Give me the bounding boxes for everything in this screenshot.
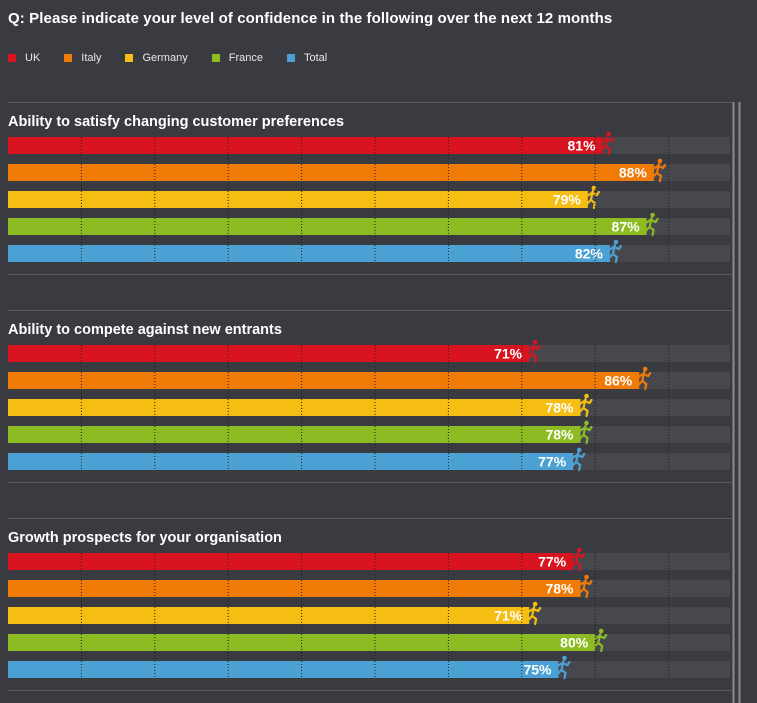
bar <box>8 553 574 570</box>
bar-value-label: 82% <box>575 246 604 262</box>
legend-label-total: Total <box>303 52 328 64</box>
runner-icon <box>524 601 542 626</box>
bar-value-label: 78% <box>545 400 574 416</box>
section-title: Ability to compete against new entrants <box>8 322 282 338</box>
bar-value-label: 80% <box>560 635 589 651</box>
legend-swatch-france <box>211 54 220 62</box>
runner-icon <box>575 393 593 418</box>
legend-swatch-total <box>286 54 295 62</box>
bar-value-label: 77% <box>538 454 567 470</box>
runner-icon <box>648 158 667 183</box>
legend-swatch-italy <box>64 54 73 62</box>
bar-value-label: 71% <box>494 608 523 624</box>
legend-item-france: France <box>211 51 263 65</box>
runner-icon <box>597 131 615 156</box>
bar <box>8 345 530 362</box>
runner-icon <box>553 655 571 680</box>
runner-icon <box>524 339 542 364</box>
legend-swatch-uk <box>8 54 16 62</box>
legend-label-uk: UK <box>25 52 41 64</box>
bar <box>8 245 610 262</box>
legend-label-germany: Germany <box>142 52 188 64</box>
legend-swatch-germany <box>125 54 134 62</box>
runner-icon <box>575 574 593 599</box>
bar-value-label: 88% <box>619 165 648 181</box>
bar-value-label: 77% <box>538 554 567 570</box>
bar <box>8 580 581 597</box>
legend-label-france: France <box>228 52 263 64</box>
bar <box>8 399 581 416</box>
bar <box>8 191 588 208</box>
legend: UK Italy Germany France Total <box>8 51 351 65</box>
section-title: Ability to satisfy changing customer pre… <box>8 114 344 130</box>
runner-icon <box>568 447 586 472</box>
page-title: Q: Please indicate your level of confide… <box>8 10 613 27</box>
bar <box>8 137 603 154</box>
legend-label-italy: Italy <box>81 52 102 64</box>
runner-icon <box>568 547 586 572</box>
bar <box>8 218 647 235</box>
section-title: Growth prospects for your organisation <box>8 530 282 546</box>
legend-item-germany: Germany <box>125 51 188 65</box>
legend-item-total: Total <box>286 51 328 65</box>
runner-icon <box>641 212 659 237</box>
runner-icon <box>575 420 593 445</box>
bar-value-label: 71% <box>494 346 523 362</box>
bar <box>8 634 596 651</box>
bar-value-label: 75% <box>523 662 552 678</box>
runner-icon <box>634 366 652 391</box>
bar <box>8 607 530 624</box>
bar <box>8 661 559 678</box>
bar-value-label: 78% <box>545 581 574 597</box>
runner-icon <box>590 628 608 653</box>
bar-value-label: 87% <box>612 219 641 235</box>
runner-icon <box>604 239 622 264</box>
bar <box>8 453 574 470</box>
bar-value-label: 78% <box>545 427 574 443</box>
bar-value-label: 79% <box>553 192 582 208</box>
legend-item-italy: Italy <box>64 51 101 65</box>
bar <box>8 426 581 443</box>
bar <box>8 164 654 181</box>
bar-value-label: 81% <box>568 138 597 154</box>
legend-item-uk: UK <box>8 51 40 65</box>
bar <box>8 372 640 389</box>
bar-value-label: 86% <box>604 373 633 389</box>
